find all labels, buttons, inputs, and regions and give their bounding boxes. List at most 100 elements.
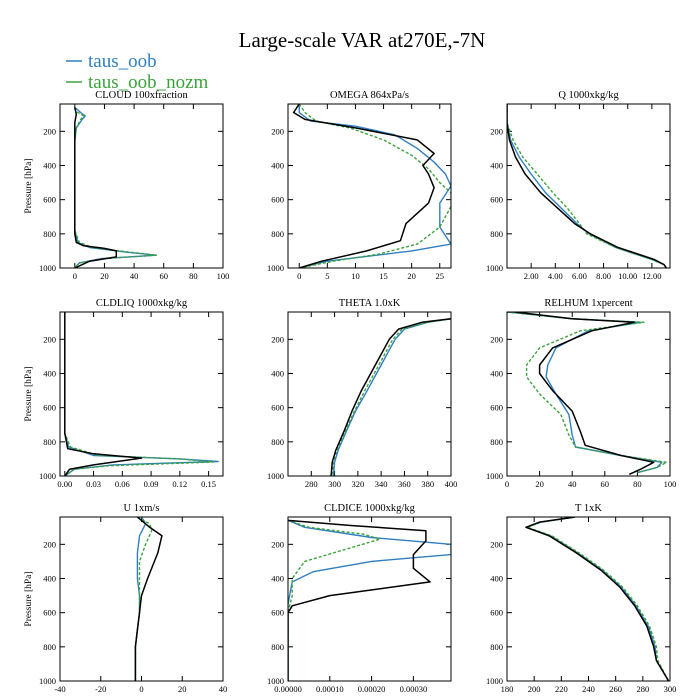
x-tick-label: 10.00 [618, 271, 637, 281]
series-line-taus-oob [74, 106, 158, 268]
y-tick-label: 800 [43, 437, 56, 447]
y-tick-label: 400 [43, 161, 56, 171]
x-tick-label: 20 [100, 271, 109, 281]
series-line-taus-oob [507, 312, 663, 474]
legend-label-taus-oob-nozm: taus_oob_nozm [88, 72, 209, 93]
series-line-taus-oob-nozm [288, 519, 381, 681]
plot-frame [506, 103, 671, 269]
y-tick-label: 400 [43, 369, 56, 379]
x-tick-label: 6.00 [572, 271, 587, 281]
x-tick-label: 2.00 [524, 271, 539, 281]
x-tick-label: 5 [325, 271, 329, 281]
x-tick-label: 20 [178, 684, 187, 694]
x-tick-label: 200 [528, 684, 541, 694]
x-tick-label: 0 [139, 684, 143, 694]
series-line-taus-oob-nozm [507, 312, 668, 474]
x-tick-label: 300 [328, 479, 341, 489]
series-line-taus-oob [332, 318, 451, 476]
y-axis-label: Pressure [hPa] [24, 158, 34, 213]
x-tick-label: 400 [445, 479, 458, 489]
series-line-taus-oob [507, 104, 667, 268]
x-tick-label: 80 [189, 271, 198, 281]
y-tick-label: 400 [271, 161, 284, 171]
y-tick-label: 600 [43, 195, 56, 205]
y-tick-label: 600 [490, 608, 503, 618]
series-line-taus-oob-nozm [298, 104, 451, 268]
x-tick-label: 40 [568, 479, 577, 489]
series-line-reference [330, 318, 451, 476]
x-tick-label: 8.00 [596, 271, 611, 281]
panel-cldice: CLDICE 1000xkg/kg 200 400 600 800 10000.00000… [267, 503, 452, 694]
panel-cloud: CLOUD 100xfraction Pressure [hPa] 20 0 400 60… [24, 90, 229, 281]
series-line-taus-oob [298, 104, 451, 268]
y-tick-label: 200 [490, 539, 503, 549]
x-tick-label: 60 [601, 479, 610, 489]
x-tick-label: 100 [664, 479, 677, 489]
y-tick-label: 200 [271, 126, 284, 136]
series-line-reference [507, 104, 668, 268]
y-tick-label: 600 [490, 403, 503, 413]
y-tick-label: 800 [43, 229, 56, 239]
series-line-reference [525, 517, 670, 681]
y-tick-label: 1000 [486, 471, 503, 481]
x-tick-label: 60 [159, 271, 168, 281]
plot-frame [287, 516, 452, 682]
y-tick-label: 600 [271, 403, 284, 413]
x-tick-label: 100 [217, 271, 230, 281]
series-line-taus-oob-nozm [526, 517, 670, 681]
y-tick-label: 600 [43, 608, 56, 618]
series-line-taus-oob-nozm [74, 107, 158, 268]
x-tick-label: 0.09 [144, 479, 159, 489]
x-tick-label: 240 [582, 684, 595, 694]
x-tick-label: 360 [398, 479, 411, 489]
x-tick-label: 0.06 [115, 479, 130, 489]
y-tick-label: 400 [490, 369, 503, 379]
panel-title: CLDICE 1000xkg/kg [324, 503, 415, 514]
series-line-taus-oob-nozm [331, 318, 451, 476]
panel-title: THETA 1.0xK [339, 298, 401, 309]
y-tick-label: 1000 [39, 676, 56, 686]
x-tick-label: 25 [436, 271, 445, 281]
y-tick-label: 1000 [486, 676, 503, 686]
x-tick-label: 380 [421, 479, 434, 489]
panel-title: CLOUD 100xfraction [95, 90, 188, 101]
y-tick-label: 200 [490, 126, 503, 136]
x-tick-label: 280 [305, 479, 318, 489]
series-line-reference [134, 517, 163, 681]
x-tick-label: 0 [73, 271, 77, 281]
panel-cldliq: CLDLIQ 1000xkg/kg Pressure [hPa] 200 400 600… [24, 298, 224, 489]
y-tick-label: 800 [490, 642, 503, 652]
series-line-reference [292, 104, 435, 268]
x-tick-label: 0.00 [57, 479, 72, 489]
x-tick-label: 80 [633, 479, 642, 489]
y-tick-label: 200 [271, 334, 284, 344]
x-tick-label: 0.00000 [274, 684, 302, 694]
x-tick-label: 0.00010 [316, 684, 344, 694]
y-tick-label: 400 [490, 574, 503, 584]
plot-frame [59, 516, 224, 682]
y-axis-label: Pressure [hPa] [24, 571, 34, 626]
y-tick-label: 800 [490, 229, 503, 239]
x-tick-label: 0.15 [201, 479, 216, 489]
panel-q: Q 1000xkg/kg 200 400 600 800 1000 2.00 4.00 6.00… [486, 90, 671, 281]
plot-frame [506, 516, 671, 682]
y-axis-label: Pressure [hPa] [24, 366, 34, 421]
series-line-taus-oob-nozm [134, 517, 153, 681]
y-tick-label: 600 [490, 195, 503, 205]
x-tick-label: 20 [535, 479, 544, 489]
y-tick-label: 1000 [39, 263, 56, 273]
series-line-taus-oob [525, 517, 670, 681]
y-tick-label: 800 [271, 642, 284, 652]
y-tick-label: 400 [490, 161, 503, 171]
x-tick-label: -40 [54, 684, 65, 694]
y-tick-label: 800 [43, 642, 56, 652]
y-tick-label: 400 [271, 369, 284, 379]
x-tick-label: 40 [130, 271, 139, 281]
x-tick-label: 12.00 [642, 271, 661, 281]
plot-frame [506, 311, 671, 477]
x-tick-label: 0 [505, 479, 509, 489]
y-tick-label: 600 [271, 608, 284, 618]
